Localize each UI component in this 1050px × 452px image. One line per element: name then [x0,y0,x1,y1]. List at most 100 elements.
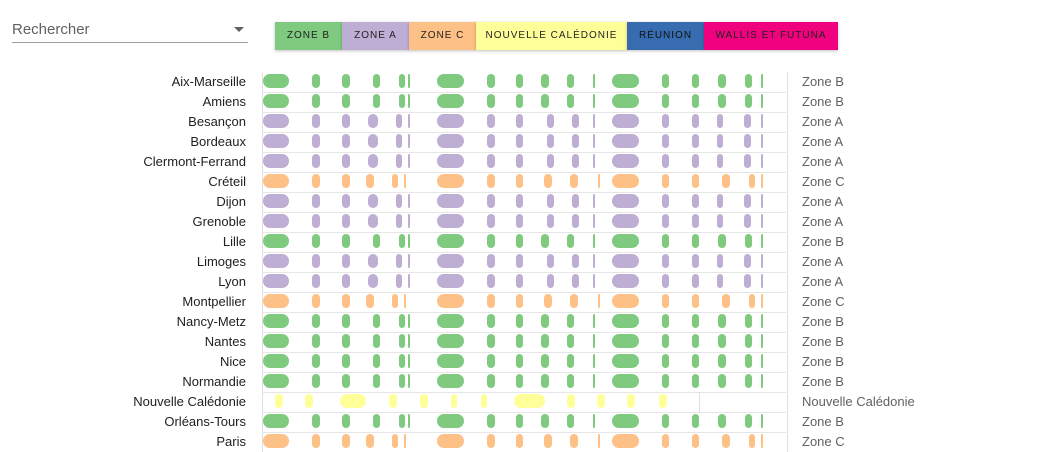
holiday-period[interactable] [659,394,667,408]
holiday-period[interactable] [570,294,578,308]
holiday-period[interactable] [570,174,578,188]
holiday-period[interactable] [761,134,763,148]
search-input[interactable]: Rechercher [12,18,248,43]
holiday-period[interactable] [761,334,763,348]
holiday-period[interactable] [692,194,699,208]
holiday-period[interactable] [396,154,402,168]
holiday-period[interactable] [718,314,726,328]
zone-a-button[interactable]: ZONE A [342,22,409,50]
city-label[interactable]: Amiens [202,94,246,109]
city-label[interactable]: Limoges [196,254,246,269]
holiday-period[interactable] [567,234,574,248]
holiday-period[interactable] [437,214,464,228]
holiday-period[interactable] [275,394,283,408]
holiday-period[interactable] [481,394,487,408]
city-label[interactable]: Nantes [204,334,246,349]
holiday-period[interactable] [404,174,406,188]
holiday-period[interactable] [761,114,763,128]
holiday-period[interactable] [761,354,763,368]
holiday-period[interactable] [263,354,289,368]
holiday-period[interactable] [662,154,669,168]
holiday-period[interactable] [487,434,495,448]
city-label[interactable]: Orléans-Tours [164,414,246,429]
holiday-period[interactable] [516,194,523,208]
holiday-period[interactable] [487,134,495,148]
holiday-period[interactable] [263,174,289,188]
holiday-period[interactable] [342,274,350,288]
city-label[interactable]: Lille [222,234,246,249]
holiday-period[interactable] [487,334,495,348]
holiday-period[interactable] [312,74,320,88]
holiday-period[interactable] [717,254,723,268]
holiday-period[interactable] [516,414,523,428]
holiday-period[interactable] [567,394,575,408]
holiday-period[interactable] [692,274,699,288]
holiday-period[interactable] [342,154,350,168]
holiday-period[interactable] [744,194,751,208]
holiday-period[interactable] [593,254,595,268]
holiday-period[interactable] [662,114,669,128]
holiday-period[interactable] [692,154,699,168]
holiday-period[interactable] [263,294,289,308]
holiday-period[interactable] [487,274,495,288]
holiday-period[interactable] [342,94,350,108]
holiday-period[interactable] [516,314,523,328]
holiday-period[interactable] [408,194,410,208]
holiday-period[interactable] [312,374,320,388]
holiday-period[interactable] [745,234,752,248]
holiday-period[interactable] [312,114,320,128]
holiday-period[interactable] [312,274,320,288]
holiday-period[interactable] [437,134,464,148]
holiday-period[interactable] [593,354,595,368]
holiday-period[interactable] [547,114,554,128]
holiday-period[interactable] [745,414,752,428]
holiday-period[interactable] [312,254,320,268]
holiday-period[interactable] [662,214,669,228]
holiday-period[interactable] [567,314,574,328]
holiday-period[interactable] [399,354,405,368]
holiday-period[interactable] [487,374,495,388]
holiday-period[interactable] [761,254,763,268]
holiday-period[interactable] [399,94,405,108]
holiday-period[interactable] [597,394,605,408]
holiday-period[interactable] [744,274,751,288]
holiday-period[interactable] [437,234,464,248]
city-label[interactable]: Bordeaux [190,134,246,149]
holiday-period[interactable] [516,434,523,448]
holiday-period[interactable] [717,214,723,228]
holiday-period[interactable] [514,394,545,408]
holiday-period[interactable] [761,154,763,168]
holiday-period[interactable] [567,94,574,108]
holiday-period[interactable] [662,94,669,108]
holiday-period[interactable] [745,94,752,108]
holiday-period[interactable] [487,94,495,108]
holiday-period[interactable] [437,74,464,88]
holiday-period[interactable] [662,194,669,208]
holiday-period[interactable] [312,414,320,428]
nouvelle-caledonie-button[interactable]: NOUVELLE CALÉDONIE [476,22,627,50]
city-label[interactable]: Normandie [182,374,246,389]
holiday-period[interactable] [399,414,405,428]
holiday-period[interactable] [745,354,752,368]
holiday-period[interactable] [342,294,350,308]
holiday-period[interactable] [612,194,639,208]
holiday-period[interactable] [718,414,726,428]
holiday-period[interactable] [717,114,723,128]
holiday-period[interactable] [396,214,402,228]
holiday-period[interactable] [547,194,554,208]
holiday-period[interactable] [437,254,464,268]
holiday-period[interactable] [761,214,763,228]
holiday-period[interactable] [761,294,763,308]
holiday-period[interactable] [342,214,350,228]
holiday-period[interactable] [593,74,595,88]
holiday-period[interactable] [593,274,595,288]
holiday-period[interactable] [408,254,410,268]
city-label[interactable]: Créteil [208,174,246,189]
chevron-down-icon[interactable] [234,27,244,32]
holiday-period[interactable] [593,154,595,168]
holiday-period[interactable] [718,334,726,348]
holiday-period[interactable] [366,434,374,448]
holiday-period[interactable] [567,354,574,368]
holiday-period[interactable] [761,234,763,248]
holiday-period[interactable] [612,374,639,388]
